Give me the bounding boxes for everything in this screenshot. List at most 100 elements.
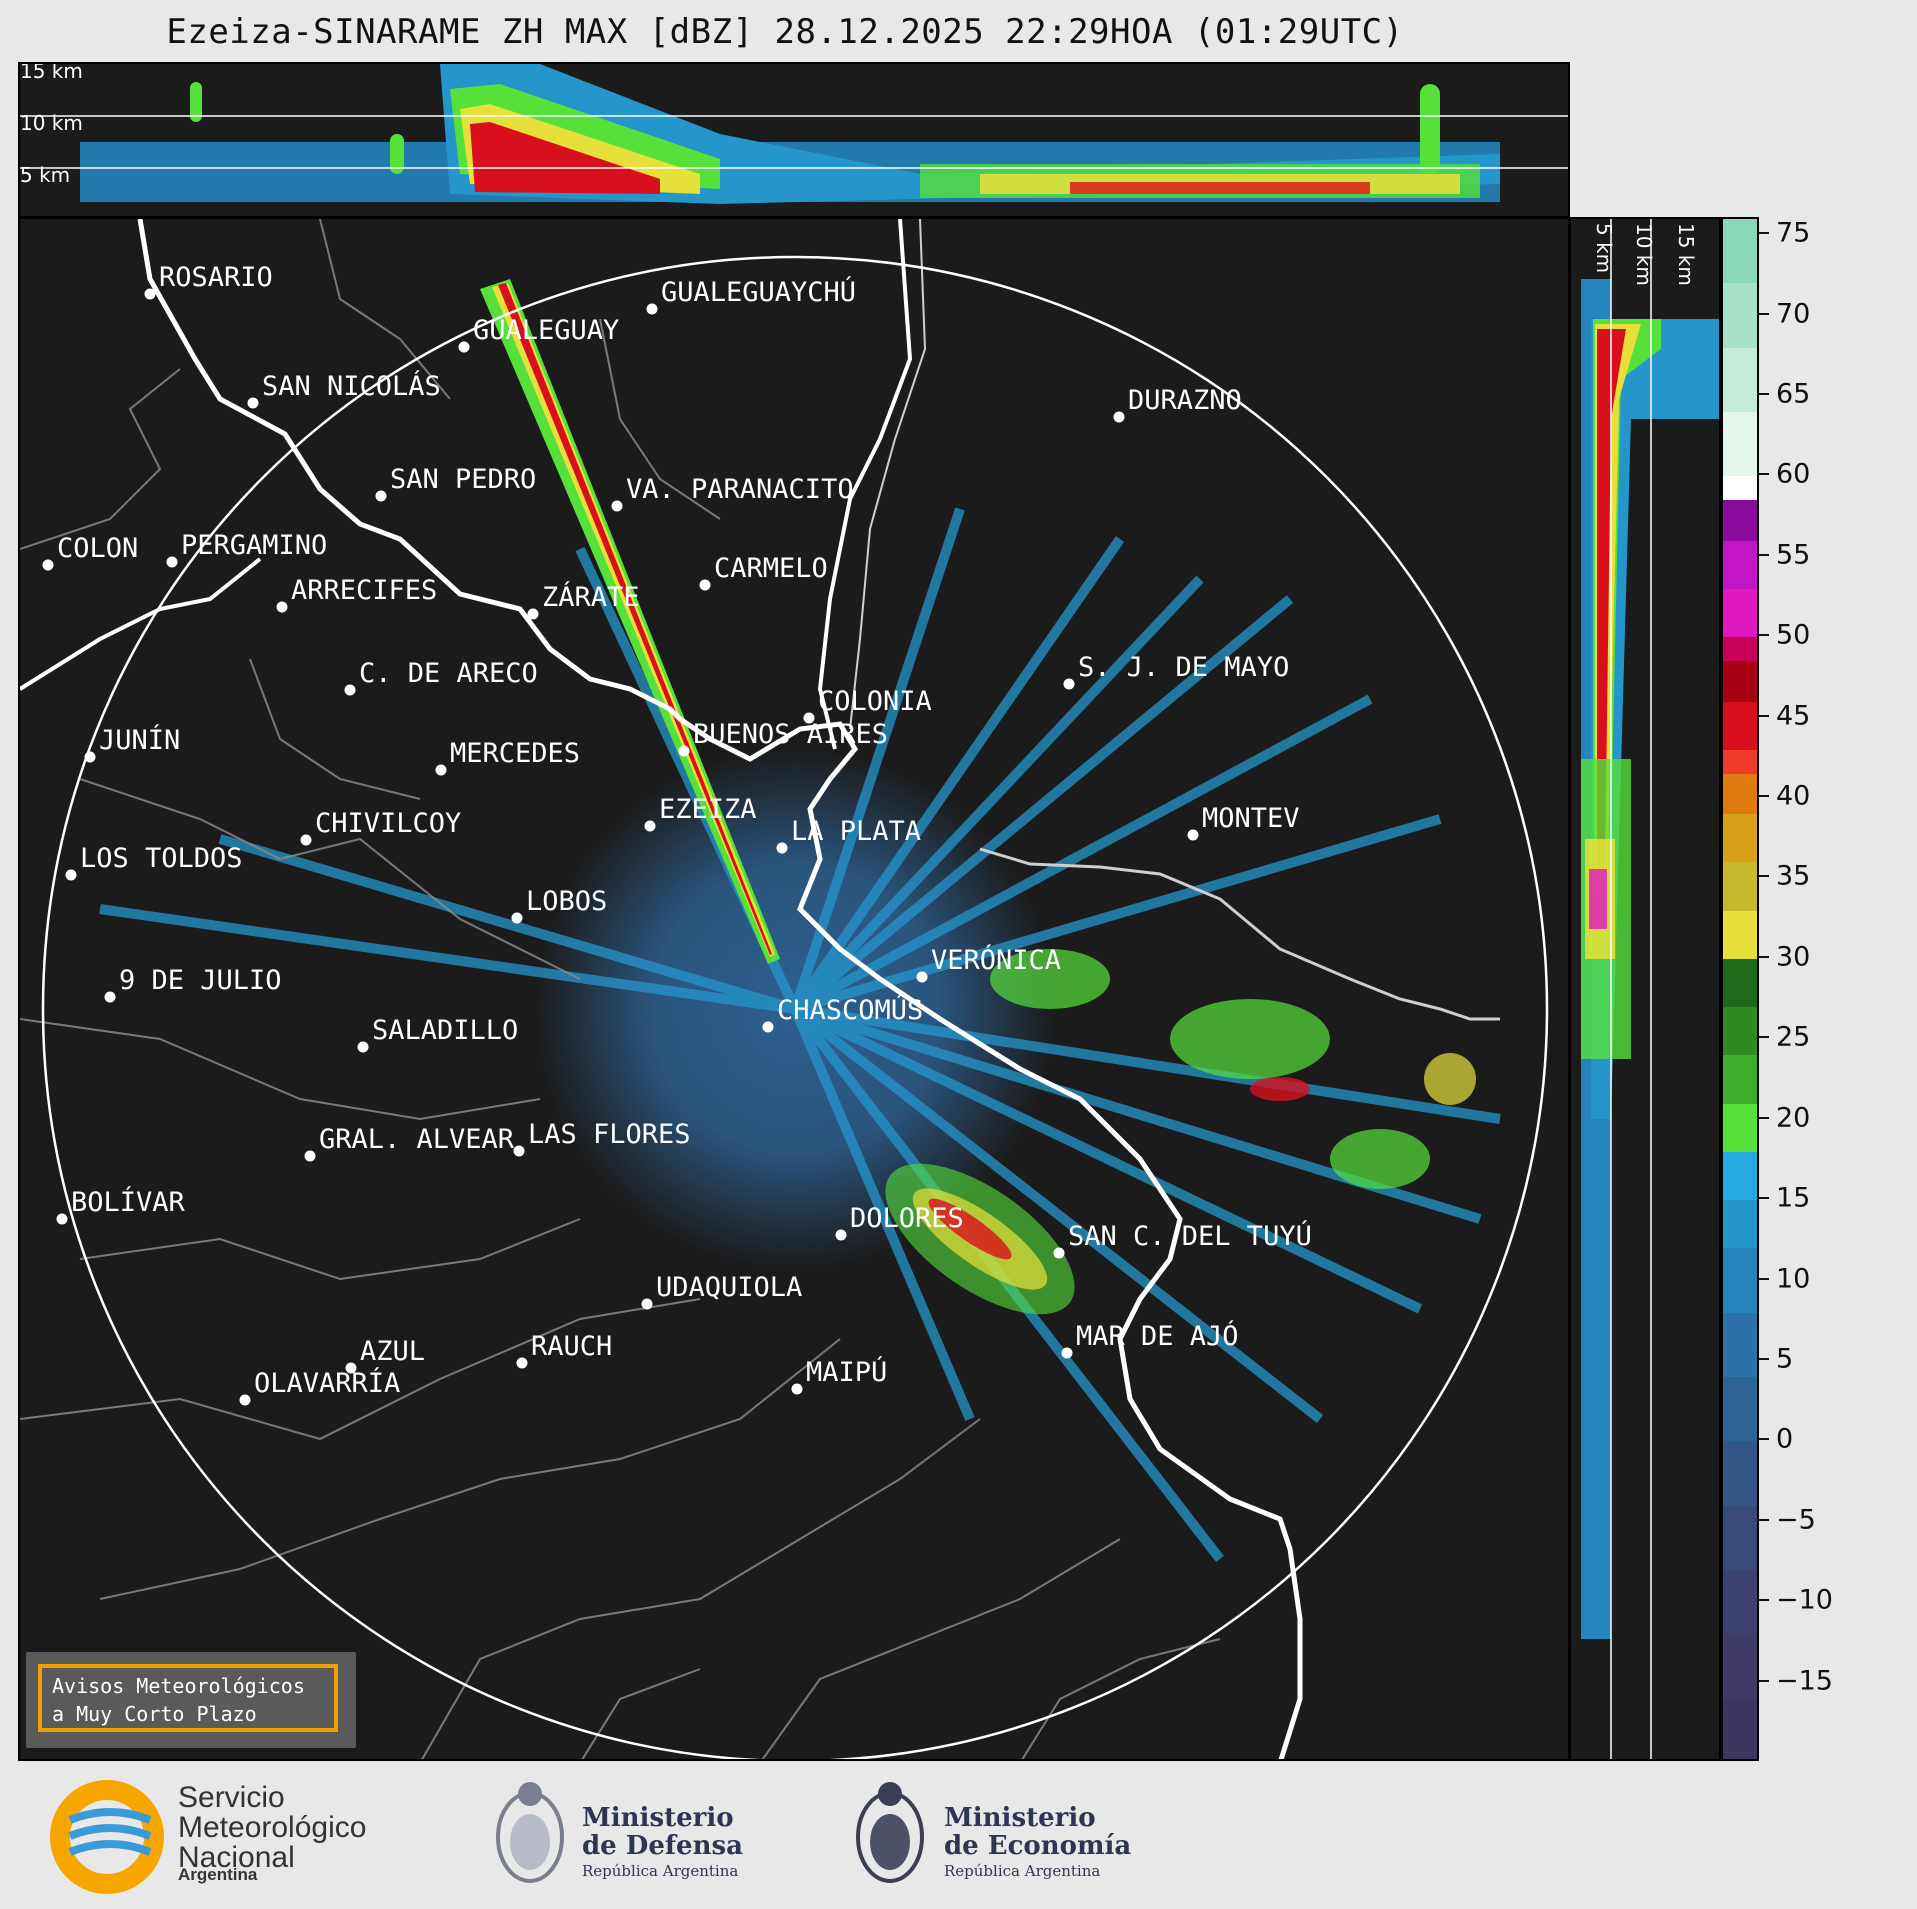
city-marker [458, 341, 470, 353]
colorbar-segment [1723, 347, 1757, 413]
colorbar-tick-label: 20 [1776, 1102, 1811, 1134]
border-line [20, 557, 262, 691]
colorbar-tick-label: 65 [1776, 378, 1811, 410]
city-label: MONTEV [1202, 803, 1300, 834]
city-label: BUENOS AIRES [693, 719, 888, 750]
colorbar-tick-label: 40 [1776, 780, 1811, 812]
city-marker [276, 601, 288, 613]
colorbar-segment [1723, 661, 1757, 703]
colorbar-tick [1759, 1438, 1769, 1441]
defensa-logo-text: Ministerio de Defensa [582, 1804, 743, 1860]
city-marker [762, 1021, 774, 1033]
city-label: LOS TOLDOS [80, 843, 243, 874]
side-alt-label-10: 10 km [1632, 223, 1656, 286]
coastline [137, 219, 1303, 1759]
city-marker [166, 556, 178, 568]
footer-logos [0, 1762, 1917, 1909]
smn-line2: Meteorológico [178, 1811, 367, 1844]
economia-line2: de Economía [944, 1831, 1132, 1861]
city-label: GUALEGUAY [473, 315, 619, 346]
colorbar-segment [1723, 1570, 1757, 1636]
colorbar-tick [1759, 553, 1769, 556]
colorbar-segment [1723, 1200, 1757, 1250]
colorbar-tick [1759, 1599, 1769, 1602]
colorbar-tick [1759, 1518, 1769, 1521]
avisos-frame[interactable]: Avisos Meteorológicos a Muy Corto Plazo [38, 1664, 338, 1732]
top-alt-label-5: 5 km [20, 163, 70, 187]
top-alt-label-15: 15 km [20, 64, 83, 83]
city-marker [527, 608, 539, 620]
side-high-echo [1591, 319, 1719, 1119]
avisos-box[interactable]: Avisos Meteorológicos a Muy Corto Plazo [26, 1652, 356, 1748]
side-mid-magenta [1589, 869, 1607, 929]
side-alt-label-15: 15 km [1674, 223, 1698, 286]
city-marker [104, 991, 116, 1003]
city-marker [511, 912, 523, 924]
colorbar-segment [1723, 476, 1757, 502]
colorbar-tick-label: 35 [1776, 860, 1811, 892]
city-marker [513, 1145, 525, 1157]
colorbar-segment [1723, 283, 1757, 349]
top-cross-section-panel: 15 km 10 km 5 km [18, 62, 1570, 218]
colorbar-tick [1759, 312, 1769, 315]
colorbar-tick-label: −10 [1776, 1584, 1833, 1616]
colorbar-tick-label: 15 [1776, 1182, 1811, 1214]
xsec-cell-1 [190, 82, 202, 122]
economia-line1: Ministerio [944, 1803, 1096, 1833]
colorbar-tick [1759, 232, 1769, 235]
city-label: S. J. DE MAYO [1078, 652, 1289, 683]
city-marker [344, 684, 356, 696]
colorbar [1721, 217, 1759, 1761]
city-marker [678, 745, 690, 757]
colorbar-tick-label: 75 [1776, 217, 1811, 249]
city-marker [304, 1150, 316, 1162]
city-marker [357, 1041, 369, 1053]
defensa-line2: de Defensa [582, 1831, 743, 1861]
city-label: DOLORES [850, 1203, 964, 1234]
city-marker [641, 1298, 653, 1310]
smn-sub: Argentina [178, 1865, 258, 1884]
top-cross-section-svg: 15 km 10 km 5 km [20, 64, 1568, 204]
colorbar-tick-label: 0 [1776, 1423, 1794, 1455]
se-convective-cells [885, 949, 1476, 1315]
xsec-red-core [470, 122, 660, 194]
colorbar-tick-label: 45 [1776, 700, 1811, 732]
xsec-east-red [1070, 182, 1370, 194]
city-marker [375, 490, 387, 502]
city-marker [776, 842, 788, 854]
city-marker [803, 712, 815, 724]
colorbar-segment [1723, 814, 1757, 864]
city-label: AZUL [360, 1336, 425, 1367]
city-label: UDAQUIOLA [656, 1272, 802, 1303]
colorbar-segment [1723, 1103, 1757, 1153]
colorbar-tick-label: −15 [1776, 1665, 1833, 1697]
colorbar-segment [1723, 1055, 1757, 1105]
city-label: PERGAMINO [181, 530, 327, 561]
colorbar-tick [1759, 1116, 1769, 1119]
economia-logo-text: Ministerio de Economía [944, 1804, 1131, 1860]
city-label: MAR DE AJÓ [1076, 1320, 1239, 1352]
city-label: CHIVILCOY [315, 808, 461, 839]
city-label: CARMELO [714, 553, 828, 584]
colorbar-segment [1723, 588, 1757, 639]
colorbar-tick [1759, 634, 1769, 637]
colorbar-tick [1759, 875, 1769, 878]
city-marker [1061, 1347, 1073, 1359]
city-marker [835, 1229, 847, 1241]
uruguay-coast [979, 847, 1500, 1021]
xsec-cell-3 [1420, 84, 1440, 174]
colorbar-segment [1723, 1377, 1757, 1443]
city-marker [65, 869, 77, 881]
city-marker [247, 397, 259, 409]
smn-line3: Nacional [178, 1841, 295, 1874]
colorbar-tick-label: 5 [1776, 1343, 1794, 1375]
radar-map-panel: ROSARIO GUALEGUAYCHÚ GUALEGUAY SAN NICOLÁS D… [18, 217, 1570, 1761]
colorbar-tick [1759, 392, 1769, 395]
colorbar-tick [1759, 473, 1769, 476]
radar-map-svg: ROSARIO GUALEGUAYCHÚ GUALEGUAY SAN NICOLÁS D… [20, 219, 1549, 1759]
economia-emblem-icon [856, 1782, 924, 1883]
colorbar-segment [1723, 1698, 1757, 1759]
city-label: MAIPÚ [806, 1356, 887, 1388]
city-marker [300, 834, 312, 846]
city-label: MERCEDES [450, 738, 580, 769]
